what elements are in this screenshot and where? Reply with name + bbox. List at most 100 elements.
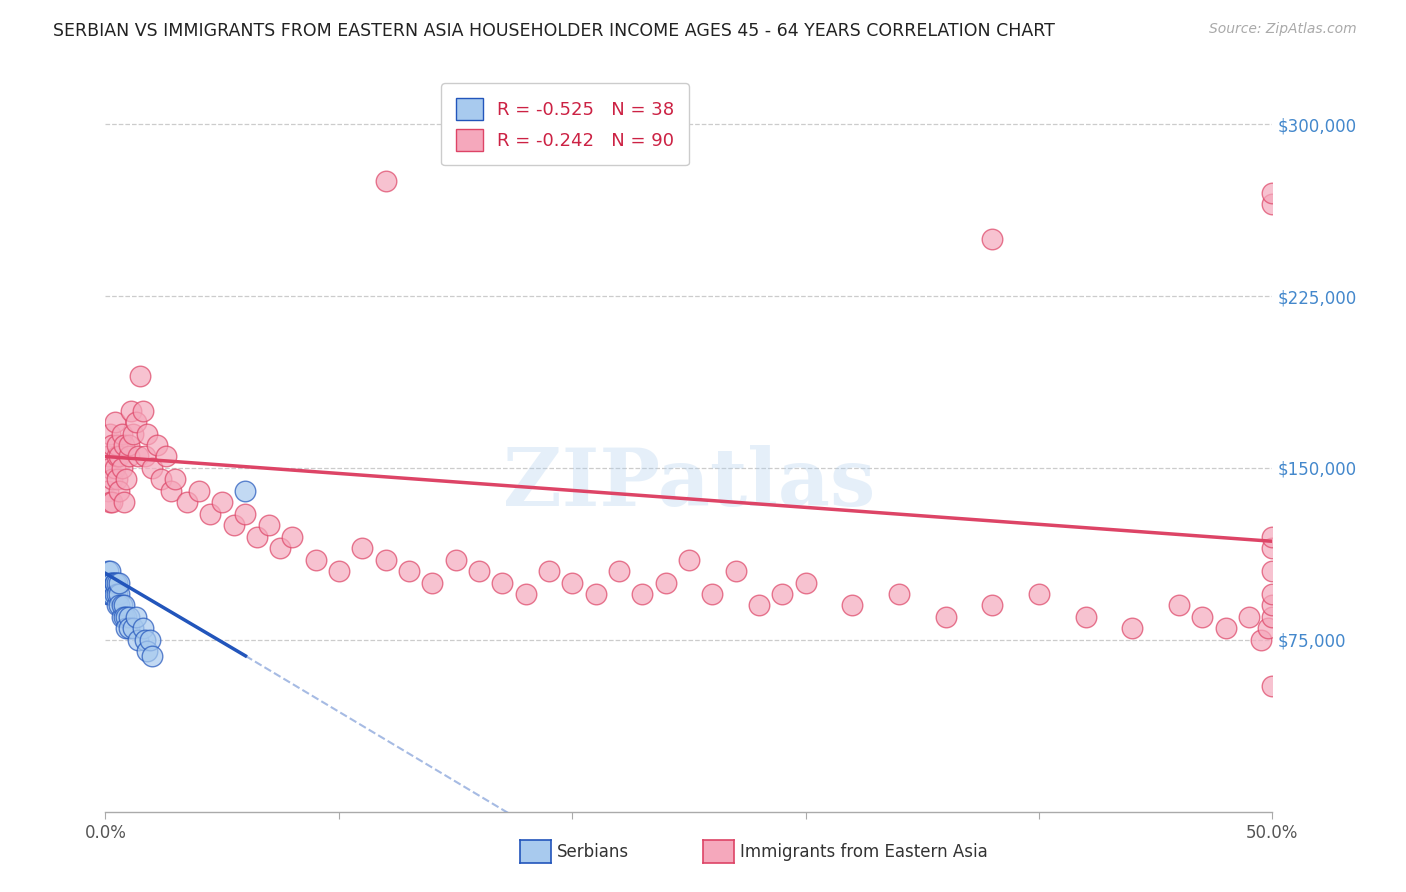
Point: [1215, 621, 1237, 635]
Point: [105, 599, 128, 613]
Text: ZIPatlas: ZIPatlas: [503, 445, 875, 523]
Point: [561, 575, 583, 590]
Point: [111, 426, 134, 441]
Point: [104, 461, 127, 475]
Point: [770, 587, 793, 601]
Point: [270, 541, 292, 556]
Point: [222, 518, 245, 533]
Point: [1121, 621, 1143, 635]
Point: [122, 621, 145, 635]
Point: [176, 495, 198, 509]
Point: [748, 599, 770, 613]
Point: [165, 472, 187, 486]
Point: [132, 621, 155, 635]
Point: [108, 450, 131, 464]
Point: [1261, 186, 1284, 200]
Point: [159, 483, 181, 498]
Point: [1250, 632, 1272, 647]
Point: [981, 599, 1004, 613]
Point: [841, 599, 863, 613]
Point: [146, 438, 169, 452]
Point: [141, 461, 163, 475]
Point: [328, 564, 350, 578]
Point: [97, 450, 120, 464]
Point: [211, 495, 233, 509]
Point: [104, 575, 127, 590]
Point: [98, 575, 121, 590]
Point: [120, 403, 142, 417]
Point: [97, 483, 120, 498]
Point: [420, 575, 443, 590]
Point: [122, 426, 145, 441]
Point: [118, 610, 141, 624]
Point: [98, 587, 121, 601]
Point: [1261, 599, 1284, 613]
Point: [1168, 599, 1191, 613]
Point: [97, 564, 120, 578]
Point: [104, 575, 127, 590]
Point: [112, 610, 135, 624]
Point: [1261, 530, 1284, 544]
Point: [200, 507, 222, 521]
Point: [101, 587, 124, 601]
Point: [97, 575, 120, 590]
Point: [1261, 610, 1284, 624]
Point: [104, 587, 127, 601]
Point: [111, 599, 134, 613]
Point: [1074, 610, 1097, 624]
Point: [108, 587, 131, 601]
Point: [112, 495, 135, 509]
Point: [101, 438, 124, 452]
Point: [105, 472, 128, 486]
Point: [108, 483, 131, 498]
Point: [118, 621, 141, 635]
Point: [98, 587, 121, 601]
Point: [1261, 564, 1284, 578]
Point: [97, 575, 120, 590]
Point: [235, 483, 257, 498]
Point: [115, 472, 138, 486]
Point: [235, 507, 257, 521]
Point: [702, 587, 724, 601]
Point: [112, 438, 135, 452]
Point: [1261, 541, 1284, 556]
Point: [105, 438, 128, 452]
Point: [105, 575, 128, 590]
Point: [127, 450, 149, 464]
Point: [257, 518, 280, 533]
Point: [105, 450, 128, 464]
Point: [134, 450, 156, 464]
Point: [398, 564, 420, 578]
Point: [127, 632, 149, 647]
Point: [374, 174, 396, 188]
Point: [118, 450, 141, 464]
Point: [678, 552, 700, 566]
Point: [537, 564, 560, 578]
Point: [150, 472, 173, 486]
Point: [141, 648, 163, 663]
Point: [111, 461, 134, 475]
Point: [1028, 587, 1050, 601]
Point: [112, 599, 135, 613]
Point: [108, 575, 131, 590]
Point: [981, 232, 1004, 246]
Point: [101, 575, 124, 590]
Point: [444, 552, 467, 566]
Text: Serbians: Serbians: [557, 843, 628, 861]
Text: SERBIAN VS IMMIGRANTS FROM EASTERN ASIA HOUSEHOLDER INCOME AGES 45 - 64 YEARS CO: SERBIAN VS IMMIGRANTS FROM EASTERN ASIA …: [53, 22, 1056, 40]
Point: [631, 587, 654, 601]
Point: [136, 426, 159, 441]
Point: [724, 564, 747, 578]
Point: [98, 461, 121, 475]
Point: [101, 575, 124, 590]
Point: [115, 610, 138, 624]
Text: Source: ZipAtlas.com: Source: ZipAtlas.com: [1209, 22, 1357, 37]
Point: [118, 438, 141, 452]
Point: [132, 403, 155, 417]
Point: [281, 530, 304, 544]
Point: [111, 610, 134, 624]
Point: [98, 564, 121, 578]
Point: [1257, 621, 1279, 635]
Point: [101, 495, 124, 509]
Point: [1237, 610, 1260, 624]
